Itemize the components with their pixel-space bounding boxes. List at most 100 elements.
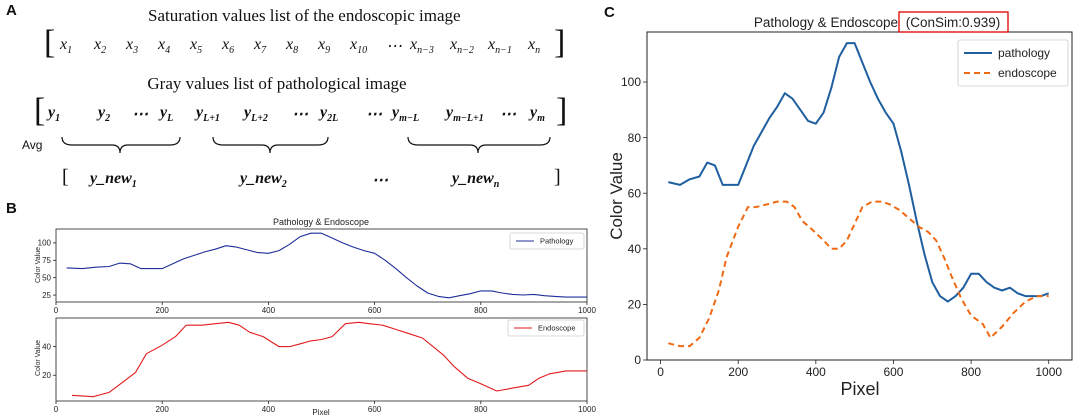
brace-1 <box>61 136 181 154</box>
sat-left-bracket: [ <box>44 24 56 61</box>
y-tick-label: 40 <box>42 342 51 351</box>
legend-label-pathology: pathology <box>998 46 1050 60</box>
sat-item-1: x2 <box>94 36 107 57</box>
gray-item-5: yL+2 <box>244 104 268 125</box>
x-tick-label: 600 <box>883 365 903 379</box>
x-tick-label: 1000 <box>578 306 596 315</box>
y-axis-label: Color Value <box>607 152 626 240</box>
y-tick-label: 0 <box>634 353 641 367</box>
gray-right-bracket: ] <box>556 92 568 129</box>
gray-title: Gray values list of pathological image <box>147 74 407 93</box>
y-axis-label: Color Value <box>35 247 42 283</box>
panel-letter-c: C <box>604 4 615 21</box>
gray-item-1: y2 <box>98 104 111 125</box>
sat-item-5: x6 <box>222 36 235 57</box>
x-tick-label: 0 <box>54 405 59 414</box>
x-tick-label: 200 <box>728 365 748 379</box>
x-tick-label: 400 <box>806 365 826 379</box>
x-tick-label: 0 <box>657 365 664 379</box>
gray-item-0: y1 <box>48 104 61 125</box>
y-axis-label: Color Value <box>35 340 42 376</box>
y-tick-label: 100 <box>38 239 52 248</box>
x-tick-label: 0 <box>54 306 59 315</box>
x-tick-label: 200 <box>156 405 170 414</box>
plot-frame <box>55 228 588 303</box>
gray-item-11: ⋯ <box>500 106 516 123</box>
brace-n <box>407 136 551 154</box>
plot-frame <box>55 317 588 402</box>
consim-highlight-box <box>898 11 1009 33</box>
x-tick-label: 1000 <box>1035 365 1062 379</box>
sat-right-bracket: ] <box>554 24 566 61</box>
y-tick-label: 100 <box>621 75 641 89</box>
sat-item-2: x3 <box>126 36 139 57</box>
series-line-pathology <box>668 42 1050 303</box>
x-tick-label: 400 <box>262 306 276 315</box>
panel-letter-b: B <box>6 200 17 217</box>
legend-label-endoscope: Endoscope <box>538 324 576 333</box>
x-tick-label: 600 <box>368 405 382 414</box>
sat-item-6: x7 <box>254 36 267 57</box>
gray-item-8: ⋯ <box>366 106 382 123</box>
y-tick-label: 50 <box>42 273 51 282</box>
new-item-1: y_new2 <box>240 170 287 191</box>
y-tick-label: 60 <box>628 186 642 200</box>
sat-item-11: xn−3 <box>410 36 434 57</box>
new-item-3: y_newn <box>452 170 500 191</box>
sat-item-9: x10 <box>350 36 368 57</box>
sat-item-7: x8 <box>286 36 299 57</box>
avg-label: Avg <box>22 138 43 152</box>
x-tick-label: 800 <box>961 365 981 379</box>
sat-item-3: x4 <box>158 36 171 57</box>
chart-title: Pathology & Endoscope <box>273 217 369 227</box>
legend-box <box>507 319 585 337</box>
sat-item-13: xn−1 <box>488 36 512 57</box>
new-right-bracket: ] <box>554 166 561 188</box>
consim-value: (ConSim:0.939) <box>906 15 1001 30</box>
series-line-endoscope <box>71 321 587 398</box>
x-tick-label: 400 <box>262 405 276 414</box>
x-tick-label: 200 <box>156 306 170 315</box>
sat-item-14: xn <box>528 36 541 57</box>
gray-item-4: yL+1 <box>196 104 220 125</box>
series-line-endoscope <box>668 200 1049 348</box>
sat-item-0: x1 <box>60 36 73 57</box>
saturation-title: Saturation values list of the endoscopic… <box>148 6 461 25</box>
legend-box <box>509 232 585 250</box>
series-line-pathology <box>66 232 587 299</box>
x-tick-label: 800 <box>474 306 488 315</box>
sat-item-10: ⋯ <box>386 38 402 55</box>
gray-item-6: ⋯ <box>292 106 308 123</box>
y-tick-label: 20 <box>42 371 51 380</box>
gray-item-10: ym−L+1 <box>446 104 484 125</box>
y-tick-label: 20 <box>628 298 642 312</box>
gray-item-2: ⋯ <box>132 106 148 123</box>
gray-item-9: ym−L <box>392 104 420 125</box>
new-item-2: ⋯ <box>372 172 388 189</box>
average-braces <box>61 136 551 154</box>
plot-frame <box>646 31 1073 361</box>
gray-item-7: y2L <box>320 104 339 125</box>
chart-title: Pathology & Endoscope <box>754 15 898 30</box>
legend-label-pathology: Pathology <box>540 237 574 246</box>
sat-item-8: x9 <box>318 36 331 57</box>
y-tick-label: 25 <box>42 291 51 300</box>
gray-left-bracket: [ <box>34 92 46 129</box>
sat-item-4: x5 <box>190 36 203 57</box>
new-left-bracket: [ <box>62 166 69 188</box>
y-tick-label: 80 <box>628 131 642 145</box>
gray-item-3: yL <box>160 104 174 125</box>
y-tick-label: 75 <box>42 256 51 265</box>
gray-item-12: ym <box>530 104 545 125</box>
brace-2 <box>212 136 329 154</box>
x-axis-label: Pixel <box>312 408 330 417</box>
panel-letter-a: A <box>6 2 17 19</box>
x-tick-label: 1000 <box>578 405 596 414</box>
x-tick-label: 800 <box>474 405 488 414</box>
sat-item-12: xn−2 <box>450 36 474 57</box>
x-tick-label: 600 <box>368 306 382 315</box>
y-tick-label: 40 <box>628 242 642 256</box>
legend-label-endoscope: endoscope <box>998 66 1057 80</box>
